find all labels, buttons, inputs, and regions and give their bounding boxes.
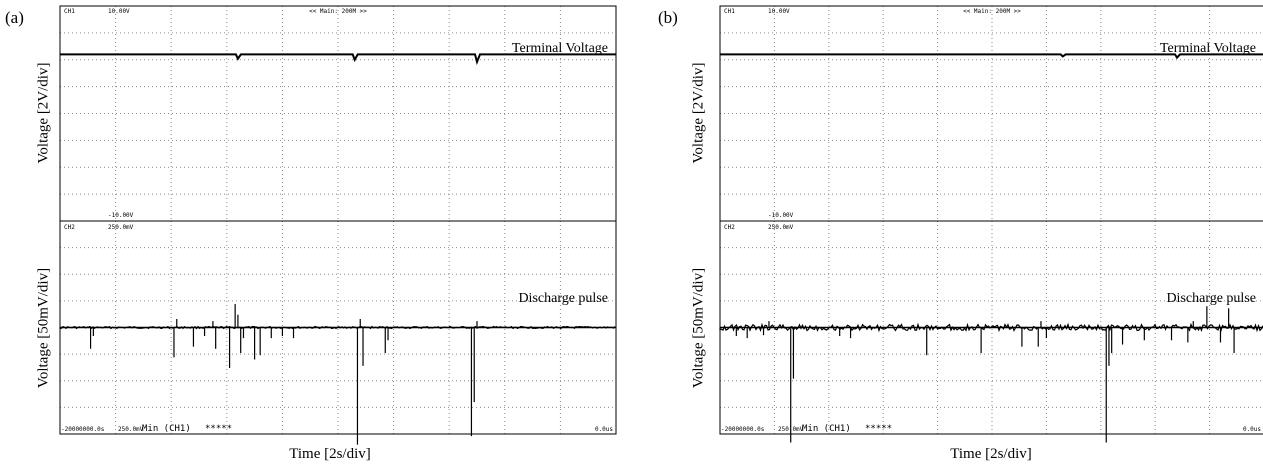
terminal-voltage-annotation: Terminal Voltage — [1160, 41, 1256, 56]
x-axis-label: Time [2s/div] — [950, 446, 1032, 462]
scope-frame — [719, 5, 1263, 435]
readout-left: -20000000.0s — [721, 426, 765, 433]
discharge-pulse-annotation: Discharge pulse — [518, 291, 608, 306]
ch2-label: CH2 — [64, 224, 75, 231]
readout-stars: ***** — [205, 424, 232, 434]
ch2-scale-top: 250.0mV — [768, 224, 794, 231]
timebase-label: << Main: 200M >> — [309, 8, 367, 15]
ch2-scale-top: 250.0mV — [108, 224, 134, 231]
panel-label: (a) — [5, 8, 24, 27]
scope-panel-a: (a) Voltage [2V/div] Voltage [50mV/div] … — [0, 0, 620, 471]
ch1-label: CH1 — [724, 8, 735, 15]
ch1-scale-bottom: -10.00V — [108, 212, 134, 219]
oscilloscope-plot: CH1 10.00V << Main: 200M >> -10.00V CH2 250.0… — [59, 5, 617, 445]
ch1-scale-top: 10.00V — [108, 8, 130, 15]
ch1-label: CH1 — [64, 8, 75, 15]
ch2-label: CH2 — [724, 224, 735, 231]
readout-scale: 250.0mV — [118, 426, 144, 433]
oscilloscope-plot: CH1 10.00V << Main: 200M >> -10.00V CH2 250.0… — [719, 5, 1263, 443]
readout-mode: Min (CH1) — [802, 424, 851, 434]
readout-left: -20000000.0s — [61, 426, 105, 433]
readout-right: 0.0us — [595, 426, 613, 433]
scope-frame — [59, 5, 617, 435]
terminal-voltage-annotation: Terminal Voltage — [512, 41, 608, 56]
scope-panel-b: (b) Voltage [2V/div] Voltage [50mV/div] … — [653, 0, 1263, 471]
readout-scale: 250.0mV — [778, 426, 804, 433]
ch1-scale-top: 10.00V — [768, 8, 790, 15]
panel-label: (b) — [658, 8, 678, 27]
readout-mode: Min (CH1) — [142, 424, 191, 434]
ch1-terminal-voltage-trace — [60, 53, 616, 66]
readout-stars: ***** — [865, 424, 892, 434]
discharge-pulse-annotation: Discharge pulse — [1166, 291, 1256, 306]
ch1-terminal-voltage-trace — [720, 53, 1263, 60]
timebase-label: << Main: 200M >> — [963, 8, 1021, 15]
x-axis-label: Time [2s/div] — [289, 446, 371, 462]
ch1-scale-bottom: -10.00V — [768, 212, 794, 219]
readout-right: 0.0us — [1243, 426, 1261, 433]
